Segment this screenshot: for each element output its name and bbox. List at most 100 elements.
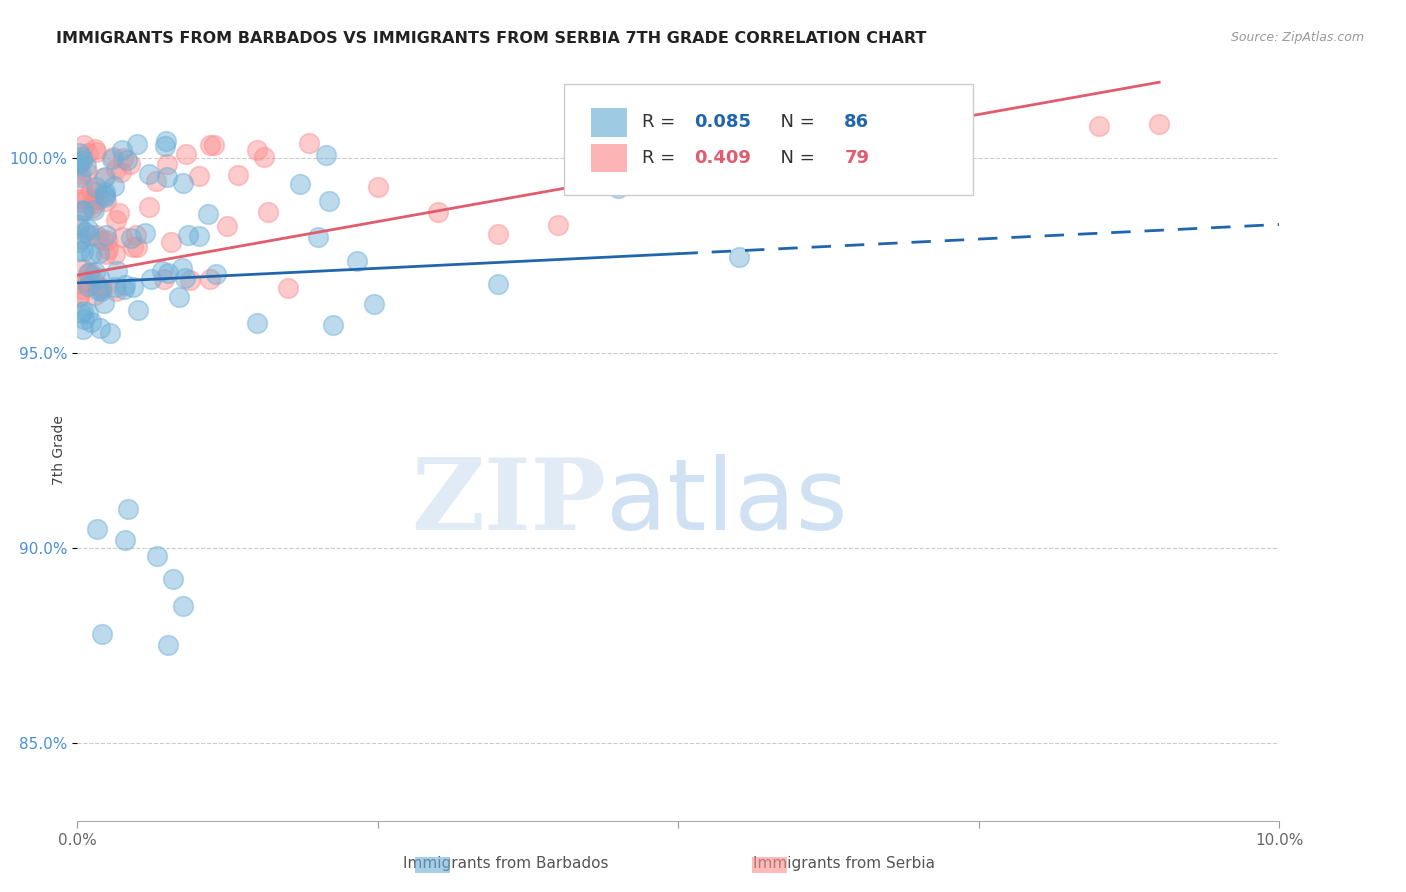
Text: 86: 86 — [844, 113, 869, 131]
Point — [253, 150, 276, 164]
Point — [105, 263, 128, 277]
FancyBboxPatch shape — [564, 84, 973, 195]
Point — [82, 201, 104, 215]
Point — [111, 151, 134, 165]
Point — [156, 157, 179, 171]
Point — [80, 247, 103, 261]
Point — [101, 150, 124, 164]
Point — [70, 306, 93, 320]
Point — [72, 244, 94, 258]
Point — [157, 638, 180, 652]
Point — [155, 135, 177, 149]
Point — [162, 572, 184, 586]
Point — [94, 227, 117, 242]
Point — [67, 221, 90, 235]
Point — [87, 231, 110, 245]
Point — [114, 533, 136, 548]
Point — [94, 169, 117, 184]
Point — [83, 196, 105, 211]
Point — [246, 143, 269, 157]
Point — [67, 244, 90, 258]
Point — [94, 188, 117, 202]
Point — [228, 168, 250, 182]
Point — [76, 278, 98, 293]
Text: N =: N = — [769, 149, 820, 167]
Point — [547, 218, 569, 232]
Point — [322, 318, 344, 332]
Point — [91, 233, 114, 247]
Point — [90, 627, 112, 641]
Point — [104, 279, 127, 293]
Point — [73, 225, 96, 239]
Point — [112, 282, 135, 296]
Point — [120, 157, 142, 171]
Point — [138, 200, 160, 214]
Text: IMMIGRANTS FROM BARBADOS VS IMMIGRANTS FROM SERBIA 7TH GRADE CORRELATION CHART: IMMIGRANTS FROM BARBADOS VS IMMIGRANTS F… — [56, 31, 927, 46]
Point — [72, 322, 94, 336]
Y-axis label: 7th Grade: 7th Grade — [52, 416, 66, 485]
Point — [145, 174, 167, 188]
Point — [427, 205, 450, 219]
Point — [200, 272, 222, 286]
Point — [90, 284, 112, 298]
Point — [125, 137, 148, 152]
Point — [72, 262, 94, 277]
Point — [486, 277, 509, 292]
Point — [257, 204, 280, 219]
Point — [86, 227, 108, 242]
Point — [76, 189, 98, 203]
Point — [70, 167, 93, 181]
Point — [94, 247, 117, 261]
Point — [105, 162, 128, 177]
Point — [87, 192, 110, 206]
Bar — [591, 109, 627, 136]
Point — [87, 270, 110, 285]
Point — [90, 281, 112, 295]
Point — [83, 203, 105, 218]
Point — [315, 148, 337, 162]
Point — [73, 274, 96, 288]
Point — [67, 157, 90, 171]
Point — [76, 165, 98, 179]
Point — [67, 290, 90, 304]
Point — [93, 190, 115, 204]
Point — [159, 235, 181, 249]
Point — [172, 599, 194, 613]
Text: Immigrants from Serbia: Immigrants from Serbia — [752, 856, 935, 871]
Point — [83, 288, 105, 302]
Point — [188, 229, 211, 244]
Point — [86, 522, 108, 536]
Point — [297, 136, 319, 151]
Point — [104, 284, 127, 298]
Point — [156, 169, 179, 184]
Point — [277, 281, 299, 295]
Text: R =: R = — [643, 149, 682, 167]
Point — [205, 268, 228, 282]
Point — [172, 176, 194, 190]
Point — [114, 277, 136, 292]
Point — [89, 321, 111, 335]
Point — [307, 230, 329, 244]
Text: N =: N = — [769, 113, 820, 131]
Text: 0.085: 0.085 — [695, 113, 751, 131]
Point — [174, 146, 197, 161]
Point — [84, 145, 107, 160]
Point — [155, 139, 177, 153]
Point — [146, 549, 169, 563]
Point — [111, 143, 134, 157]
Point — [139, 272, 162, 286]
Text: 0.409: 0.409 — [695, 149, 751, 167]
Point — [91, 170, 114, 185]
Point — [67, 218, 90, 232]
Point — [104, 247, 127, 261]
Point — [77, 222, 100, 236]
Point — [96, 194, 118, 208]
Text: Source: ZipAtlas.com: Source: ZipAtlas.com — [1230, 31, 1364, 45]
Point — [75, 160, 97, 174]
Point — [150, 263, 173, 277]
Point — [79, 264, 101, 278]
Point — [67, 193, 90, 207]
Point — [72, 154, 94, 169]
Point — [174, 270, 197, 285]
Point — [104, 212, 127, 227]
